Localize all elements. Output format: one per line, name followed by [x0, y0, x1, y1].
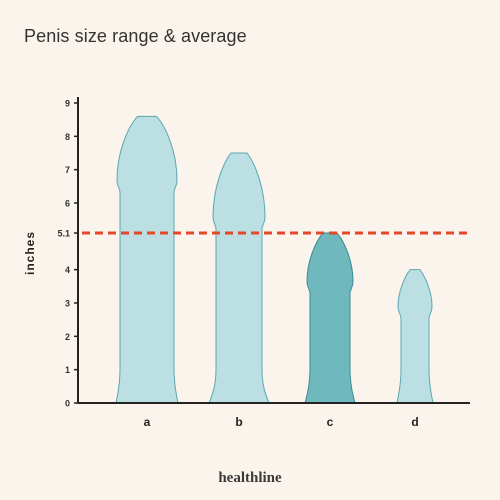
bar-d	[396, 269, 434, 404]
y-tick-label: 1	[65, 365, 70, 375]
y-tick-label: 3	[65, 299, 70, 309]
y-tick-label: 0	[65, 399, 70, 409]
y-tick-label: 4	[65, 265, 70, 275]
y-tick-label: 6	[65, 199, 70, 209]
y-tick-group: 0 1 2 3 4 5.1 6 7 8 9	[57, 99, 78, 409]
brand-logo: healthline	[218, 470, 282, 486]
y-tick-label: 2	[65, 332, 70, 342]
y-tick-label: 7	[65, 165, 70, 175]
x-tick-label: a	[144, 415, 151, 429]
y-tick-label: 9	[65, 99, 70, 109]
y-axis-label: inches	[23, 231, 37, 275]
y-tick-label: 5.1	[57, 229, 70, 239]
x-tick-label: d	[411, 415, 418, 429]
bar-group	[115, 115, 434, 404]
bar-b	[208, 152, 270, 404]
x-tick-label: c	[327, 415, 334, 429]
y-tick-label: 8	[65, 132, 70, 142]
bar-a	[115, 115, 179, 404]
x-tick-group: a b c d	[144, 415, 419, 429]
bar-c	[304, 232, 356, 404]
x-tick-label: b	[235, 415, 242, 429]
chart-title: Penis size range & average	[24, 26, 247, 46]
